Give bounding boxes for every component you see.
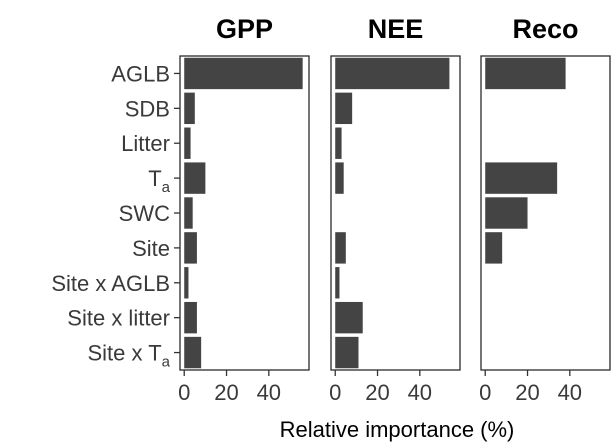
x-tick-label: 20 (214, 380, 238, 405)
x-tick-label: 0 (178, 380, 190, 405)
x-tick-label: 20 (515, 380, 539, 405)
x-tick-label: 40 (408, 380, 432, 405)
y-tick-label: Litter (121, 131, 170, 156)
bar (184, 92, 195, 125)
y-tick-label: Site x AGLB (51, 271, 170, 296)
y-tick-label: Ta (148, 166, 170, 196)
bar (184, 162, 206, 194)
bar (335, 92, 353, 125)
panel-title: Reco (512, 14, 578, 44)
bar (184, 127, 191, 159)
panel-title: NEE (368, 14, 424, 44)
y-tick-label: SWC (119, 201, 170, 226)
panel-frame (179, 55, 310, 371)
bar (335, 127, 342, 159)
bar (184, 336, 202, 369)
x-tick-label: 20 (365, 380, 389, 405)
bar (184, 267, 189, 299)
x-tick-label: 40 (558, 380, 582, 405)
bar (184, 301, 197, 334)
bar (184, 232, 197, 264)
panel-nee: NEE 0 20 40 (329, 14, 461, 405)
bar (184, 57, 303, 90)
bar (485, 162, 558, 194)
panel-gpp: GPP 0 20 40 (178, 14, 310, 405)
bar (335, 267, 340, 299)
bar (184, 197, 193, 229)
x-tick-label: 0 (479, 380, 491, 405)
bar (485, 197, 528, 229)
y-tick-label: SDB (125, 96, 170, 121)
bar (485, 57, 566, 90)
bar (335, 301, 363, 334)
bar (335, 162, 344, 194)
bar (485, 232, 503, 264)
bar (335, 57, 450, 90)
y-tick-label: Site (132, 236, 170, 261)
bar (335, 336, 359, 369)
panel-title: GPP (216, 14, 273, 44)
panel-reco: Reco 0 20 40 (479, 14, 611, 405)
y-tick-label: AGLB (111, 61, 170, 86)
x-tick-label: 0 (329, 380, 341, 405)
bar (335, 232, 346, 264)
x-tick-label: 40 (257, 380, 281, 405)
x-axis-title: Relative importance (%) (280, 417, 515, 442)
y-tick-label: Site x Ta (87, 341, 170, 371)
y-tick-label: Site x litter (67, 306, 170, 331)
